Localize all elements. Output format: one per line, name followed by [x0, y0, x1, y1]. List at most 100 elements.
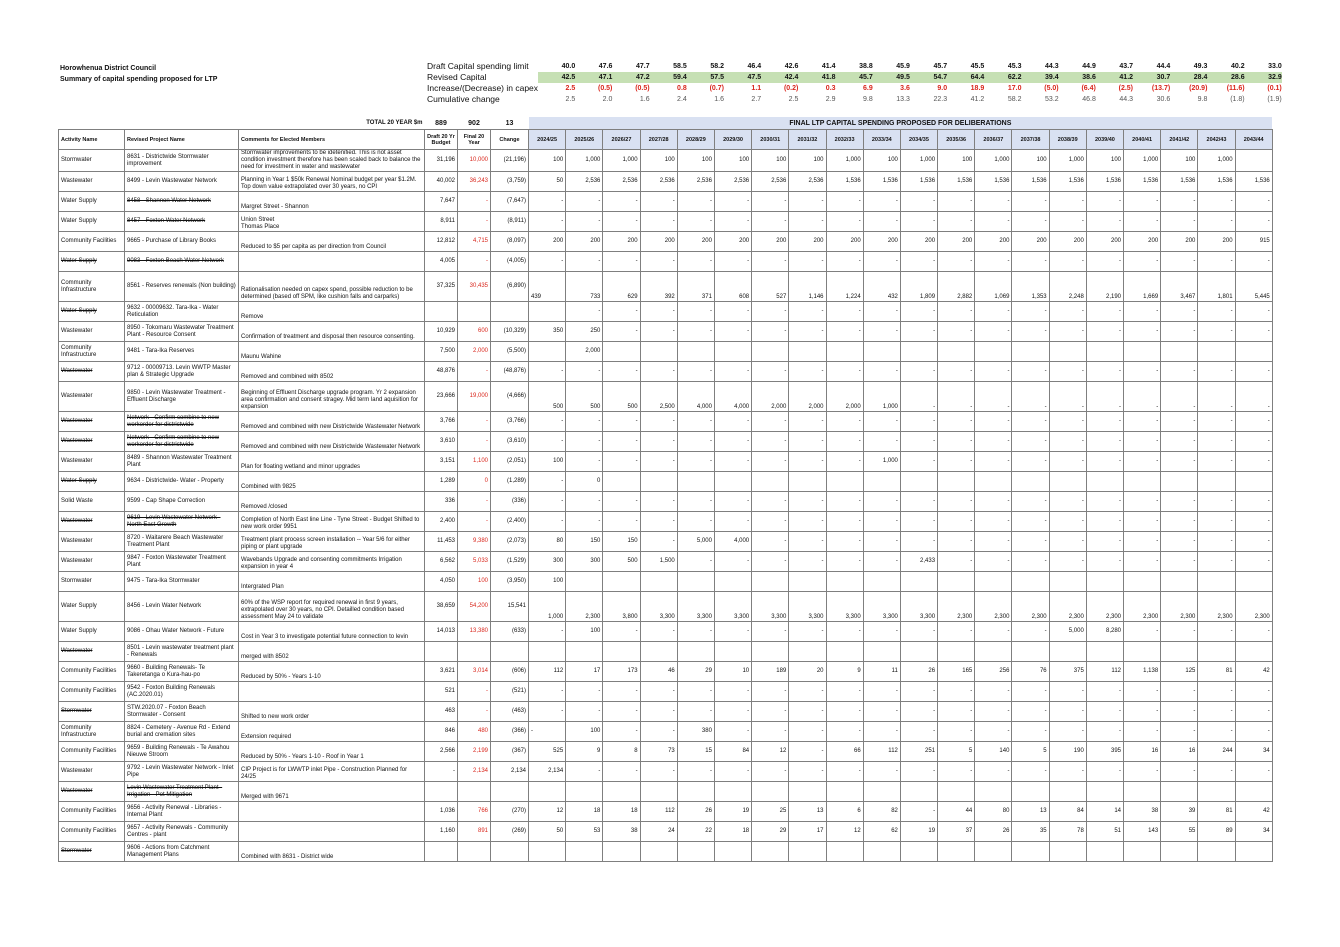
final-budget: 36,243: [457, 171, 491, 192]
year-value: -: [713, 761, 753, 782]
year-value: -: [1122, 681, 1162, 702]
year-value: -: [1048, 301, 1087, 322]
activity-name: Community Infrastructure: [58, 721, 125, 742]
year-value: -: [862, 701, 901, 722]
activity-name: Stormwater: [58, 149, 125, 172]
year-value: 527: [751, 271, 790, 302]
year-value: -: [1160, 531, 1199, 552]
year-value: [1048, 841, 1087, 862]
year-value: -: [1234, 431, 1273, 452]
year-value: [639, 571, 678, 592]
draft-budget: 1,289: [424, 471, 458, 492]
table-row: Water Supply 8458 - Shannon Water Network…: [58, 191, 1273, 212]
summary-value: (2.5): [1118, 85, 1134, 92]
year-value: 25: [751, 801, 790, 822]
draft-budget: 3,621: [424, 661, 458, 682]
year-value: 200: [527, 231, 567, 252]
year-value: [1160, 781, 1199, 802]
year-value: 2,536: [751, 171, 790, 192]
year-value: -: [825, 621, 864, 642]
summary-value: 45.9: [896, 63, 910, 70]
year-value: 100: [527, 149, 567, 172]
year-value: -: [788, 451, 827, 472]
year-value: 1,536: [974, 171, 1013, 192]
year-value: [565, 781, 604, 802]
comments: Removed and combined with 8502: [238, 361, 425, 382]
year-value: -: [527, 511, 567, 532]
header-draft: Draft 20 Yr Budget: [424, 129, 458, 150]
year-value: 200: [639, 231, 678, 252]
year-value: [713, 341, 753, 362]
comments: Completion of North East line Line - Tyn…: [238, 511, 425, 532]
year-value: -: [713, 551, 753, 572]
summary-value: 9.8: [862, 96, 873, 103]
year-value: [676, 341, 715, 362]
year-value: -: [937, 211, 976, 232]
year-value: [1085, 641, 1125, 662]
year-header: 2036/37: [974, 129, 1013, 150]
year-value: 37: [937, 821, 976, 842]
year-value: 100: [1085, 149, 1125, 172]
activity-name: Wastewater: [58, 451, 125, 472]
year-value: -: [602, 321, 641, 342]
final-budget: [457, 781, 491, 802]
draft-budget: 12,812: [424, 231, 458, 252]
year-value: -: [1122, 361, 1162, 382]
summary-value: 47.1: [575, 72, 613, 83]
summary-value: 2.5: [565, 96, 576, 103]
year-value: 1,536: [1122, 171, 1162, 192]
final-budget: -: [457, 411, 491, 432]
year-value: -: [639, 761, 678, 782]
project-name: 9660 - Building Renewals- Te Takeretanga…: [124, 661, 239, 682]
draft-budget: [424, 781, 458, 802]
year-value: 80: [974, 801, 1013, 822]
year-value: -: [899, 411, 939, 432]
final-budget: -: [457, 681, 491, 702]
project-name: Levin Wastewater Treatment Plant - Irrig…: [124, 781, 239, 802]
table-row: Community Facilities 9542 - Foxton Buildi…: [58, 681, 1273, 702]
year-value: -: [676, 411, 715, 432]
year-value: -: [937, 491, 976, 512]
year-value: -: [899, 721, 939, 742]
comments: Intergrated Plan: [238, 571, 425, 592]
activity-name: Community Facilities: [58, 661, 125, 682]
table-row: Community Facilities 9665 - Purchase of L…: [58, 231, 1273, 252]
year-value: -: [751, 511, 790, 532]
table-row: Stormwater 9475 - Tara-Ika Stormwater Inte…: [58, 571, 1273, 592]
year-value: -: [1048, 761, 1087, 782]
project-name: Network - Confirm combine to new workord…: [124, 431, 239, 452]
summary-value: 41.2: [970, 96, 985, 103]
comments: Merged with 9671: [238, 781, 425, 802]
year-value: -: [1197, 431, 1236, 452]
year-value: [751, 781, 790, 802]
year-value: 371: [676, 271, 715, 302]
year-value: 1,146: [788, 271, 827, 302]
year-value: -: [1122, 551, 1162, 572]
year-value: 1,536: [899, 171, 939, 192]
year-value: 439: [527, 271, 567, 302]
year-value: -: [788, 721, 827, 742]
year-value: 2,000: [751, 381, 790, 412]
summary-value: 58.5: [673, 63, 687, 70]
activity-name: Stormwater: [58, 701, 125, 722]
year-value: -: [788, 211, 827, 232]
year-value: -: [937, 431, 976, 452]
year-value: 100: [713, 149, 753, 172]
year-value: -: [899, 621, 939, 642]
year-value: -: [527, 191, 567, 212]
summary-value: 45.5: [970, 63, 985, 70]
year-value: -: [899, 381, 939, 412]
year-value: 5: [937, 741, 976, 762]
year-value: -: [1011, 411, 1050, 432]
year-value: -: [788, 321, 827, 342]
year-value: -: [974, 451, 1013, 472]
activity-name: Wastewater: [58, 511, 125, 532]
final-ltp-title: FINAL LTP CAPITAL SPENDING PROPOSED FOR …: [528, 117, 1273, 130]
year-value: -: [602, 431, 641, 452]
year-value: -: [1197, 321, 1236, 342]
year-value: [1011, 641, 1050, 662]
comments: Removed /closed: [238, 491, 425, 512]
change-value: (8,911): [490, 211, 529, 232]
year-value: -: [676, 191, 715, 212]
project-name: 8720 - Waitarere Beach Wastewater Treatm…: [124, 531, 239, 552]
